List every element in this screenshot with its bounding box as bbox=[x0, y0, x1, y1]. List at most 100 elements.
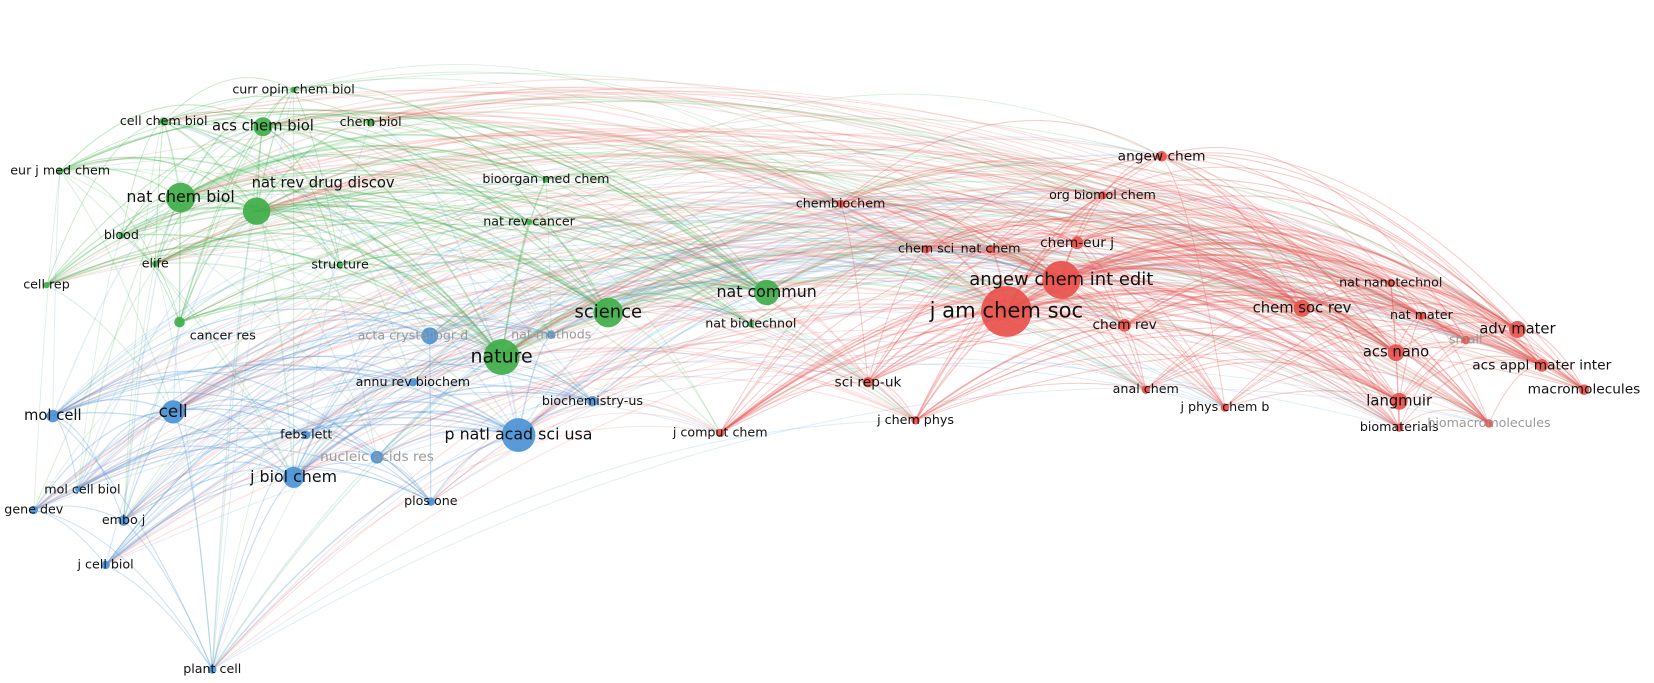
edge bbox=[172, 244, 1490, 425]
edge bbox=[46, 126, 264, 286]
edge bbox=[121, 146, 991, 250]
edge bbox=[256, 191, 768, 294]
edge bbox=[163, 111, 264, 128]
edge bbox=[179, 161, 1422, 323]
edge bbox=[1161, 155, 1397, 354]
node-label: elife bbox=[142, 256, 169, 271]
node-label: annu rev biochem bbox=[356, 374, 470, 389]
edge bbox=[155, 168, 1585, 391]
edge bbox=[179, 152, 1391, 323]
edge bbox=[52, 171, 61, 417]
edge bbox=[256, 128, 1422, 317]
edge bbox=[1395, 341, 1585, 391]
edge bbox=[293, 462, 432, 503]
edge bbox=[545, 173, 768, 293]
edge bbox=[750, 219, 1397, 354]
node-label: febs lett bbox=[280, 427, 332, 442]
edge bbox=[293, 84, 609, 313]
edge bbox=[123, 465, 432, 522]
node-label: mol cell bbox=[24, 407, 82, 424]
edge bbox=[430, 280, 1466, 502]
node-label: chem sci bbox=[898, 241, 954, 256]
edge bbox=[122, 126, 264, 521]
edge bbox=[339, 262, 503, 358]
node bbox=[1118, 318, 1131, 332]
edge bbox=[105, 297, 1303, 566]
edge bbox=[376, 334, 552, 458]
edge bbox=[412, 264, 1518, 383]
edge bbox=[256, 121, 371, 212]
edge bbox=[376, 298, 1585, 458]
edge bbox=[719, 313, 1400, 434]
edge bbox=[60, 122, 1466, 341]
edge bbox=[163, 77, 841, 205]
edge bbox=[33, 262, 1422, 511]
edge bbox=[256, 160, 841, 212]
edge bbox=[105, 379, 413, 566]
edge bbox=[1224, 324, 1543, 409]
edge bbox=[370, 90, 1518, 330]
edge bbox=[915, 326, 1397, 421]
edge bbox=[123, 266, 1391, 522]
edge bbox=[607, 246, 1303, 314]
edge bbox=[293, 212, 927, 478]
edge bbox=[211, 419, 916, 670]
edge bbox=[262, 126, 414, 383]
edge bbox=[305, 196, 1397, 436]
edge bbox=[121, 207, 257, 237]
edge bbox=[121, 233, 503, 358]
node bbox=[715, 428, 725, 438]
edge bbox=[180, 102, 841, 205]
edge bbox=[52, 370, 378, 458]
edge bbox=[262, 111, 1007, 313]
edge bbox=[305, 237, 927, 436]
node bbox=[753, 279, 780, 306]
edge bbox=[33, 427, 378, 511]
node-label: j am chem soc bbox=[929, 298, 1084, 323]
node bbox=[408, 378, 418, 387]
edge bbox=[370, 101, 1466, 341]
edge bbox=[172, 287, 869, 413]
edge bbox=[1224, 328, 1585, 408]
edge bbox=[1390, 282, 1543, 366]
edge bbox=[429, 186, 991, 337]
edge bbox=[429, 308, 916, 421]
edge bbox=[607, 162, 1518, 331]
edge bbox=[305, 401, 519, 436]
node-label: acs chem biol bbox=[212, 118, 314, 135]
edge bbox=[180, 120, 371, 198]
node bbox=[1042, 260, 1081, 299]
edge bbox=[1390, 282, 1397, 353]
edge bbox=[1161, 152, 1585, 390]
edge bbox=[52, 212, 767, 417]
edge bbox=[163, 118, 552, 336]
node-label: nucleic acids res bbox=[320, 449, 434, 465]
edge bbox=[501, 348, 916, 421]
edge bbox=[211, 302, 1585, 670]
edge bbox=[1102, 194, 1392, 284]
edge bbox=[180, 100, 1103, 199]
edge bbox=[46, 191, 1518, 330]
edge bbox=[1060, 225, 1543, 366]
edge bbox=[105, 248, 927, 566]
edge bbox=[840, 203, 1125, 326]
edge bbox=[292, 410, 519, 478]
edge bbox=[293, 450, 378, 478]
edge bbox=[915, 324, 1125, 421]
edge bbox=[766, 252, 1543, 366]
node-label: acta crystallogr d bbox=[358, 327, 469, 342]
edge bbox=[840, 120, 1162, 205]
edge bbox=[867, 287, 1303, 383]
node bbox=[981, 286, 1032, 337]
edge bbox=[925, 220, 1490, 424]
edge bbox=[52, 398, 174, 417]
edge bbox=[211, 476, 294, 670]
edge bbox=[766, 211, 1490, 424]
edge bbox=[1076, 155, 1162, 244]
edge bbox=[528, 144, 1400, 402]
edge bbox=[1124, 262, 1422, 326]
edge bbox=[180, 154, 530, 223]
edge bbox=[1145, 279, 1391, 390]
edge bbox=[592, 328, 1490, 424]
edge bbox=[172, 318, 431, 413]
